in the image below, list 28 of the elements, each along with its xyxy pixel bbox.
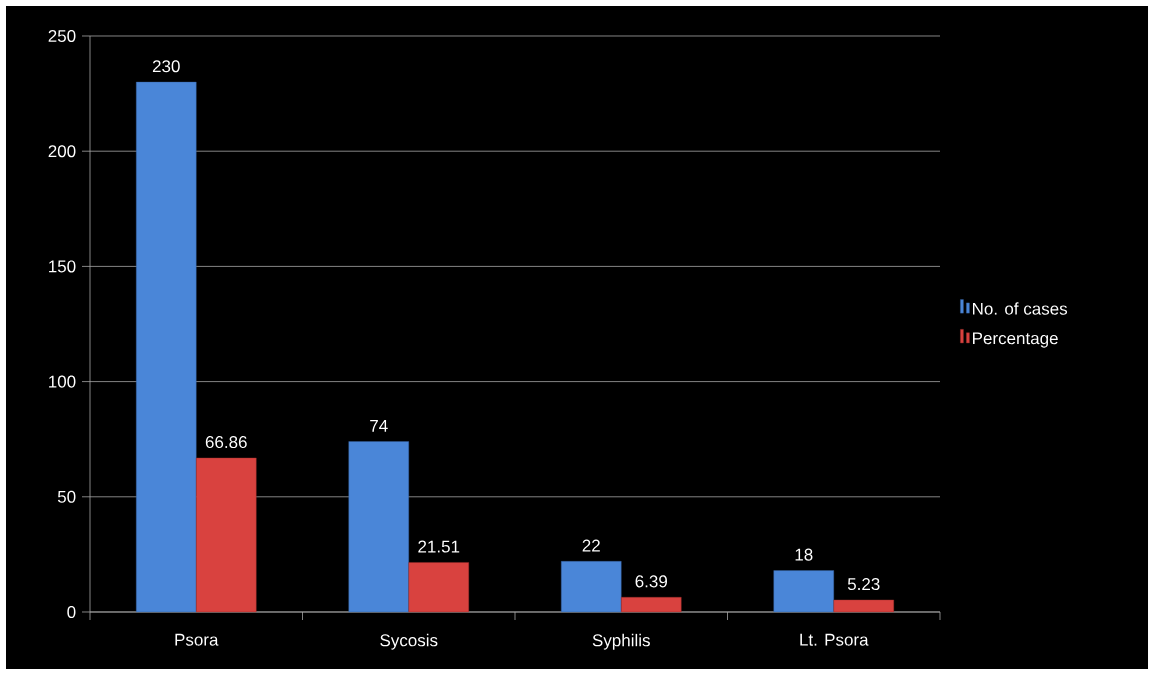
y-tick-label: 0 [67,605,76,619]
data-label: 21.51 [418,540,460,553]
bar [196,457,257,613]
bar [561,561,622,613]
y-tick-label: 250 [48,29,76,43]
x-tick-label: Lt. Psora [800,633,869,646]
bar [773,570,834,613]
data-label: 6.39 [635,575,667,588]
bar [348,441,409,613]
legend-label: Percentage [973,332,1058,348]
data-label: 18 [795,548,813,561]
data-label: 22 [582,539,600,552]
bar [621,597,682,613]
y-tick-label: 200 [48,145,76,158]
data-label: 5.23 [847,578,880,591]
y-tick-label: 150 [49,260,76,273]
bar [136,81,197,613]
data-label: 66.86 [205,436,247,449]
legend-label: No. of cases [973,302,1068,315]
bar [408,562,469,613]
data-label: 74 [370,419,388,432]
y-tick-label: 100 [49,375,76,388]
y-tick-label: 50 [57,490,76,503]
bar [833,599,894,613]
x-tick-label: Psora [175,633,219,646]
x-tick-label: Syphilis [592,633,650,650]
x-tick-label: Sycosis [380,633,438,650]
data-label: 230 [152,60,180,73]
